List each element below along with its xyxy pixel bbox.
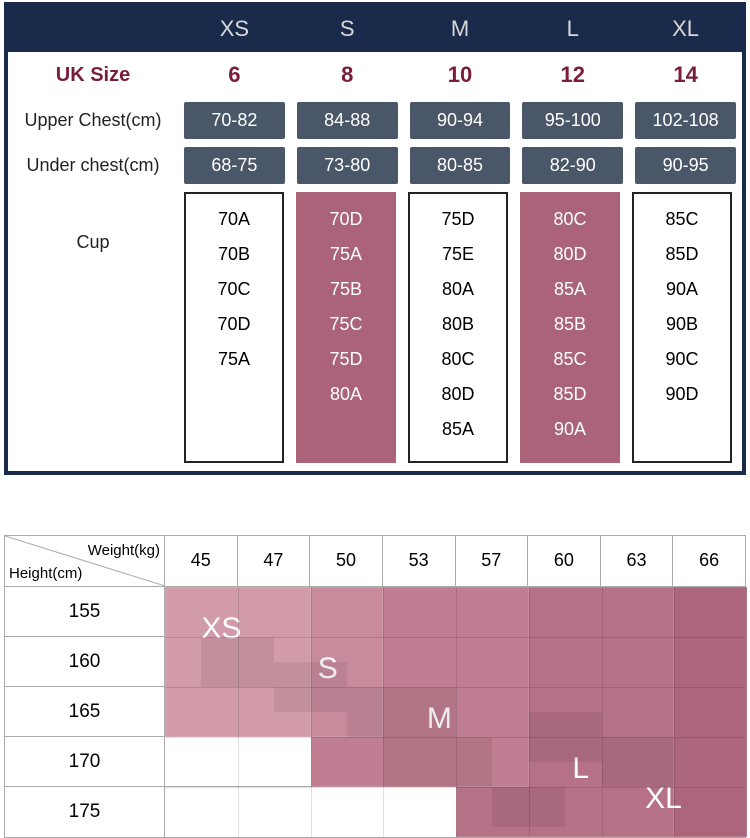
- weight-header-cell: 63: [601, 536, 674, 586]
- cup-value: 80C: [410, 342, 506, 377]
- cup-value: 85D: [522, 377, 618, 412]
- weight-header-cell: 50: [310, 536, 383, 586]
- shade-block: [492, 787, 565, 827]
- weight-header-cell: 60: [528, 536, 601, 586]
- under-chest-label: Under chest(cm): [8, 155, 178, 176]
- height-cell: 175: [5, 787, 165, 837]
- under-chest-value: 80-85: [410, 147, 511, 184]
- upper-chest-value: 84-88: [297, 102, 398, 139]
- shade-block: [274, 662, 347, 712]
- uk-size-value: 12: [516, 56, 629, 94]
- cup-value: 70C: [186, 272, 282, 307]
- cup-value: 85C: [634, 202, 730, 237]
- cup-value: 75B: [298, 272, 394, 307]
- cup-value: 70B: [186, 237, 282, 272]
- shade-block: [201, 637, 274, 687]
- cup-value: 70A: [186, 202, 282, 237]
- uk-size-value: 14: [629, 56, 742, 94]
- cup-value: 80C: [522, 202, 618, 237]
- size-chart-header: XS S M L XL: [8, 6, 742, 52]
- weight-header-cell: 53: [383, 536, 456, 586]
- cup-value: 80D: [410, 377, 506, 412]
- cup-value: 90C: [634, 342, 730, 377]
- cup-value: 85A: [522, 272, 618, 307]
- size-blocks-overlay: XSSMLXL: [165, 587, 745, 837]
- cup-row: Cup 70A70B70C70D75A 70D75A75B75C75D80A 7…: [8, 188, 742, 471]
- cup-column: 75D75E80A80B80C80D85A: [408, 192, 508, 463]
- cup-column: 70D75A75B75C75D80A: [296, 192, 396, 463]
- weight-header-cell: 45: [165, 536, 238, 586]
- under-chest-value: 68-75: [184, 147, 285, 184]
- height-cell: 165: [5, 687, 165, 736]
- cup-value: 80B: [410, 307, 506, 342]
- height-axis-label: Height(cm): [9, 565, 82, 582]
- size-header: XL: [629, 6, 742, 52]
- weight-header-cell: 57: [456, 536, 529, 586]
- upper-chest-value: 90-94: [410, 102, 511, 139]
- cup-label: Cup: [8, 192, 178, 463]
- size-header: S: [291, 6, 404, 52]
- hw-header-row: Weight(kg) Height(cm) 4547505357606366: [5, 536, 745, 587]
- weight-header-cell: 66: [673, 536, 745, 586]
- under-chest-value: 82-90: [522, 147, 623, 184]
- height-weight-chart: Weight(kg) Height(cm) 4547505357606366 1…: [4, 535, 746, 838]
- under-chest-row: Under chest(cm) 68-75 73-80 80-85 82-90 …: [8, 143, 742, 188]
- uk-size-row: UK Size 6 8 10 12 14: [8, 52, 742, 98]
- upper-chest-row: Upper Chest(cm) 70-82 84-88 90-94 95-100…: [8, 98, 742, 143]
- cup-value: 80A: [298, 377, 394, 412]
- cup-value: 85B: [522, 307, 618, 342]
- size-header: M: [404, 6, 517, 52]
- size-header: XS: [178, 6, 291, 52]
- shade-block: [529, 712, 602, 762]
- cup-value: 90D: [634, 377, 730, 412]
- cup-value: 90A: [522, 412, 618, 447]
- size-header: L: [516, 6, 629, 52]
- cup-value: 75A: [186, 342, 282, 377]
- uk-size-value: 8: [291, 56, 404, 94]
- cup-column: 80C80D85A85B85C85D90A: [520, 192, 620, 463]
- weight-axis-label: Weight(kg): [88, 542, 160, 559]
- cup-value: 75E: [410, 237, 506, 272]
- cup-value: 70D: [186, 307, 282, 342]
- cup-column: 85C85D90A90B90C90D: [632, 192, 732, 463]
- upper-chest-value: 95-100: [522, 102, 623, 139]
- under-chest-value: 73-80: [297, 147, 398, 184]
- cup-column: 70A70B70C70D75A: [184, 192, 284, 463]
- cup-value: 75D: [298, 342, 394, 377]
- size-zone-label: XL: [645, 782, 682, 816]
- cup-value: 85D: [634, 237, 730, 272]
- upper-chest-value: 70-82: [184, 102, 285, 139]
- upper-chest-value: 102-108: [635, 102, 736, 139]
- size-chart-table: XS S M L XL UK Size 6 8 10 12 14 Upper C…: [4, 2, 746, 475]
- height-cell: 170: [5, 737, 165, 786]
- cup-value: 90A: [634, 272, 730, 307]
- cup-value: 75D: [410, 202, 506, 237]
- height-cell: 160: [5, 637, 165, 686]
- cup-value: 85C: [522, 342, 618, 377]
- cup-value: 75A: [298, 237, 394, 272]
- cup-value: 80A: [410, 272, 506, 307]
- shade-block: [602, 737, 675, 787]
- under-chest-value: 90-95: [635, 147, 736, 184]
- cup-value: 90B: [634, 307, 730, 342]
- uk-size-value: 6: [178, 56, 291, 94]
- hw-body: 155160165170175 XSSMLXL: [5, 587, 745, 837]
- cup-value: 75C: [298, 307, 394, 342]
- cup-value: 85A: [410, 412, 506, 447]
- weight-header-cell: 47: [238, 536, 311, 586]
- cup-value: 80D: [522, 237, 618, 272]
- upper-chest-label: Upper Chest(cm): [8, 110, 178, 131]
- height-cell: 155: [5, 587, 165, 636]
- cup-value: 70D: [298, 202, 394, 237]
- shade-block: [383, 737, 492, 787]
- shade-block: [347, 687, 456, 737]
- uk-size-label: UK Size: [8, 64, 178, 87]
- hw-corner-cell: Weight(kg) Height(cm): [5, 536, 165, 586]
- uk-size-value: 10: [404, 56, 517, 94]
